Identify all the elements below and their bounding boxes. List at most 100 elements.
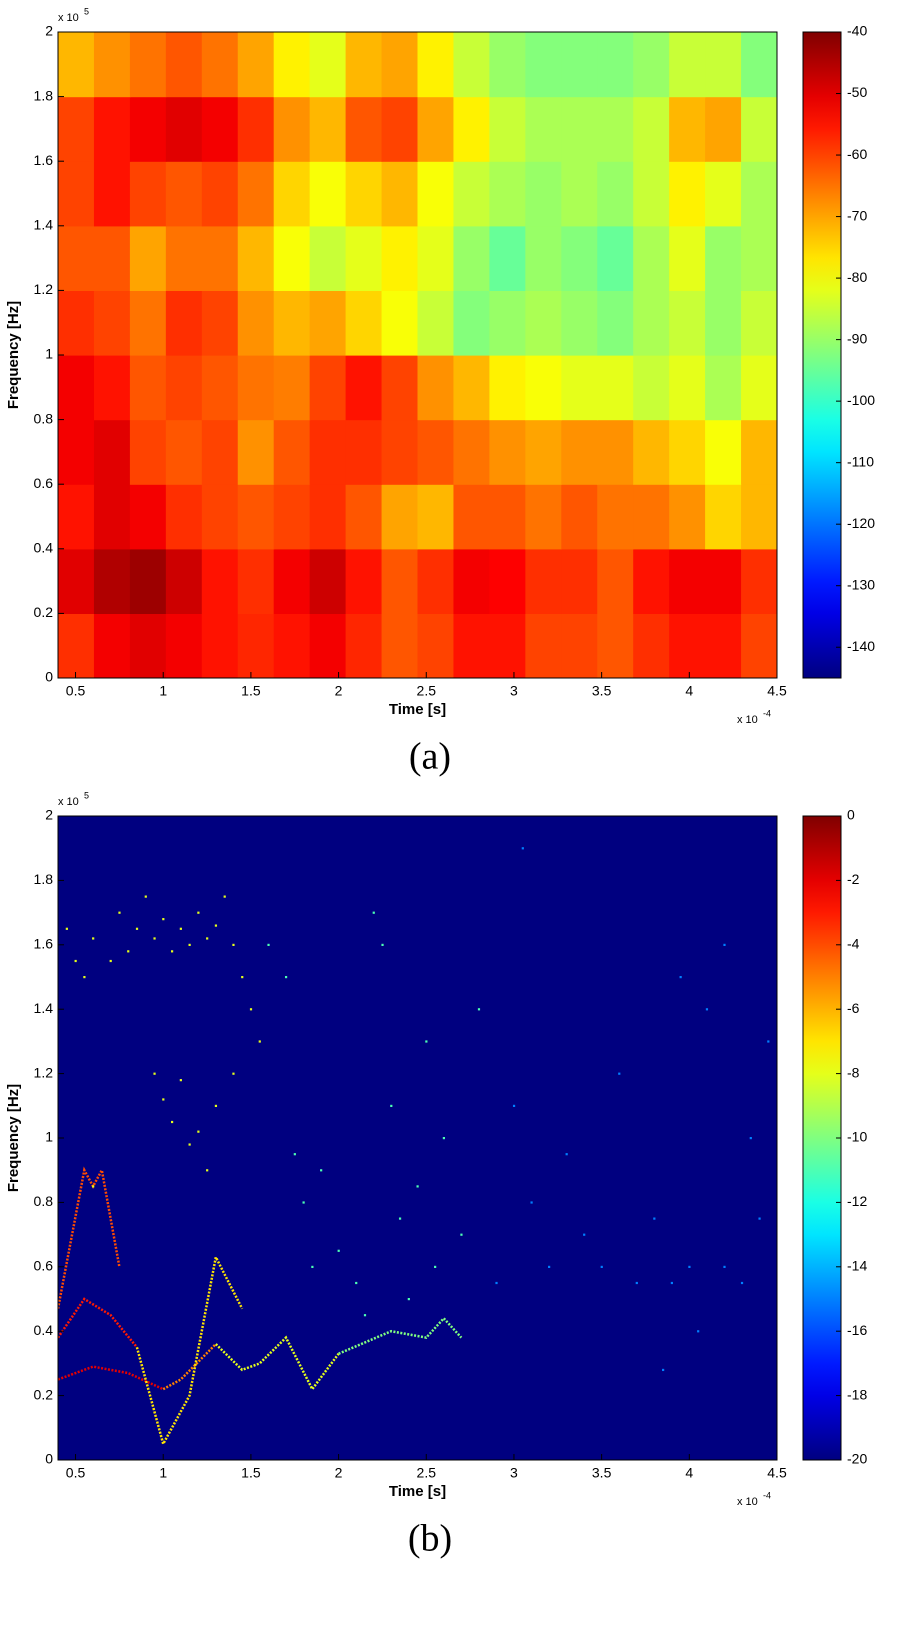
x-tick-label: 1.5 — [241, 683, 261, 699]
point — [311, 1265, 314, 1268]
heat-cell — [237, 32, 275, 98]
heat-cell — [201, 419, 239, 485]
heat-cell — [597, 484, 634, 550]
x-tick-label: 3 — [510, 1465, 518, 1481]
heat-cell — [669, 484, 706, 550]
heat-cell — [489, 355, 526, 421]
heat-cell — [345, 225, 383, 291]
colorbar-tick-label: -12 — [847, 1193, 867, 1209]
y-tick-label: 2 — [45, 807, 53, 823]
point — [65, 927, 68, 930]
x-tick-label: 3.5 — [592, 1465, 612, 1481]
point — [162, 918, 165, 921]
heat-cell — [58, 290, 95, 356]
x-label: Time [s] — [389, 1483, 446, 1500]
point — [705, 1008, 709, 1011]
point — [767, 1040, 770, 1043]
point — [398, 1217, 402, 1220]
colorbar-tick-label: -140 — [847, 638, 875, 654]
point — [355, 1281, 358, 1285]
ridge-line — [338, 1316, 463, 1355]
x-tick-label: 4.5 — [767, 1465, 787, 1481]
heat-cell — [165, 484, 203, 550]
colorbar-tick-label: -8 — [847, 1064, 860, 1080]
y-tick-label: 1.4 — [34, 1000, 54, 1016]
colorbar-tick-label: -90 — [847, 330, 867, 346]
point — [232, 1072, 235, 1075]
point — [109, 959, 112, 963]
point — [363, 1314, 367, 1317]
colorbar-tick-label: -70 — [847, 207, 867, 223]
x-tick-label: 2 — [335, 683, 343, 699]
heat-cell — [309, 225, 347, 291]
heat-cell — [561, 613, 598, 678]
heat-cell — [417, 161, 455, 227]
heat-cell — [165, 290, 203, 356]
heat-cell — [633, 32, 670, 98]
heat-cell — [165, 419, 203, 485]
heat-cell — [705, 484, 742, 550]
colorbar-tick-label: -130 — [847, 576, 875, 592]
heat-cell — [165, 96, 203, 162]
y-tick-label: 1.4 — [34, 217, 54, 233]
point — [162, 1098, 165, 1101]
plot-area — [58, 32, 777, 678]
heat-cell — [417, 290, 455, 356]
colorbar-tick-label: -20 — [847, 1451, 867, 1467]
point — [135, 927, 139, 930]
heat-cell — [58, 419, 95, 485]
heat-cell — [381, 419, 419, 485]
heat-cell — [633, 161, 670, 227]
heat-cell — [741, 225, 777, 291]
heat-cell — [489, 419, 526, 485]
heat-cell — [525, 161, 562, 227]
point — [407, 1298, 410, 1301]
heat-cell — [453, 419, 490, 485]
point — [320, 1169, 323, 1172]
point — [653, 1217, 656, 1220]
heat-cell — [93, 290, 131, 356]
heat-cell — [417, 225, 455, 291]
point — [127, 950, 130, 953]
ridge-line — [58, 1365, 164, 1391]
y-tick-label: 0.4 — [34, 540, 54, 556]
heat-cell — [417, 355, 455, 421]
point — [170, 1120, 174, 1124]
heat-cell — [381, 32, 419, 98]
heat-cell — [705, 290, 742, 356]
heat-cell — [561, 161, 598, 227]
heat-cell — [345, 419, 383, 485]
heat-cell — [93, 96, 131, 162]
point — [758, 1217, 761, 1220]
heat-cell — [525, 225, 562, 291]
heat-cell — [705, 161, 742, 227]
heat-cell — [489, 548, 526, 614]
x-scale-base: x 10 — [737, 714, 758, 726]
heat-cell — [417, 548, 455, 614]
heat-cell — [669, 419, 706, 485]
heat-cell — [165, 613, 203, 678]
y-tick-label: 1.2 — [34, 281, 54, 297]
ridge-line — [214, 1335, 340, 1392]
point — [662, 1368, 665, 1372]
point — [416, 1185, 419, 1188]
colorbar-tick-label: -16 — [847, 1322, 867, 1338]
point — [390, 1104, 393, 1107]
heat-cell — [525, 355, 562, 421]
heat-cell — [633, 96, 670, 162]
point — [170, 950, 174, 953]
heat-cell — [453, 548, 490, 614]
heat-cell — [58, 355, 95, 421]
heat-cell — [525, 290, 562, 356]
heat-cell — [93, 225, 131, 291]
heat-cell — [129, 613, 167, 678]
x-tick-label: 4.5 — [767, 683, 787, 699]
x-label: Time [s] — [389, 701, 446, 718]
heat-cell — [309, 613, 347, 678]
x-scale-exponent: -4 — [763, 708, 771, 718]
heat-cell — [705, 419, 742, 485]
point — [197, 911, 200, 914]
point — [434, 1265, 437, 1268]
heat-cell — [345, 96, 383, 162]
heat-cell — [669, 32, 706, 98]
